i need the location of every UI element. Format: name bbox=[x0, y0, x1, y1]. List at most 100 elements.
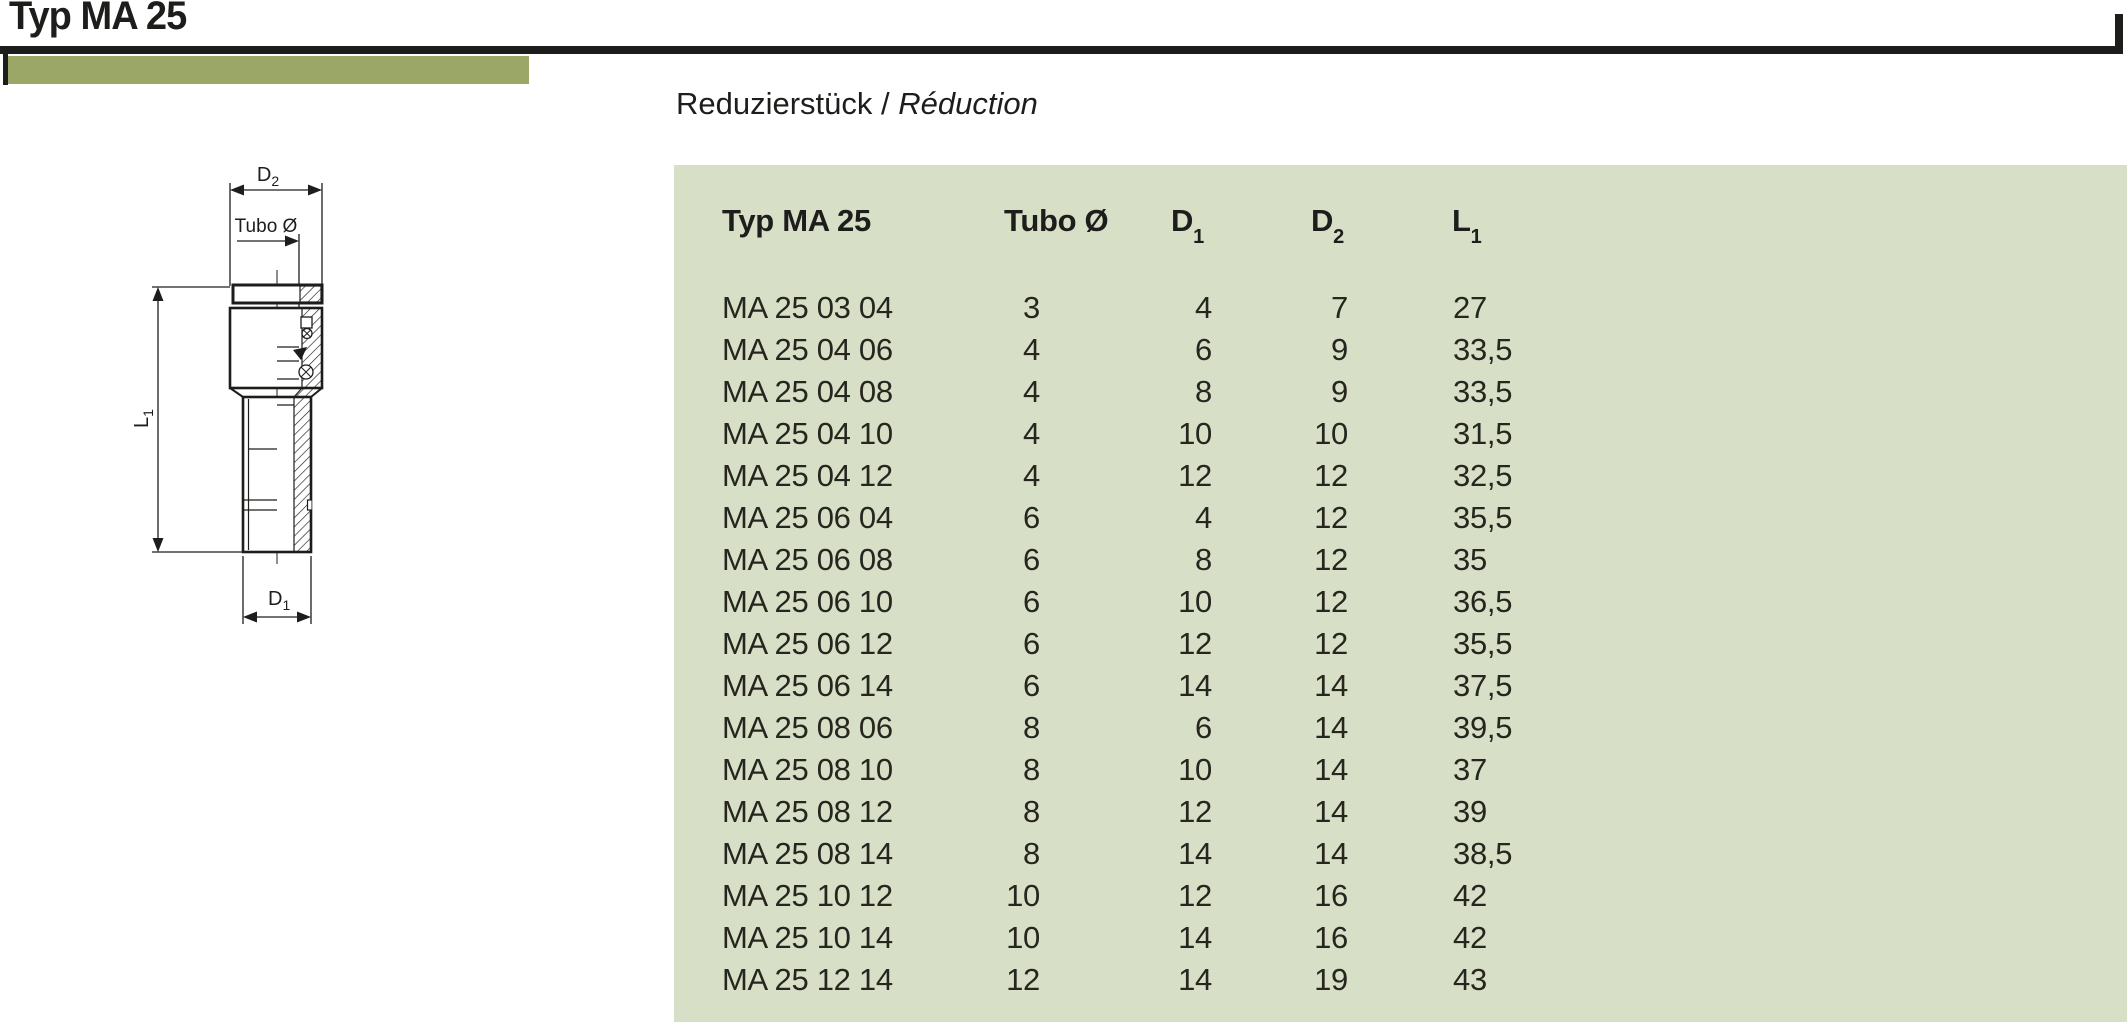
cell-type: MA 25 06 10 bbox=[722, 584, 893, 619]
cell-type: MA 25 06 12 bbox=[722, 626, 893, 661]
table-row: MA 25 04 10 4 10 10 31,5 bbox=[0, 413, 2127, 455]
cell-type: MA 25 10 14 bbox=[722, 920, 893, 955]
cell-l1: 37,5 bbox=[1453, 668, 1513, 703]
cell-tubo: 6 bbox=[1023, 584, 1040, 619]
fitting-body bbox=[228, 283, 324, 554]
technical-drawing: D2 Tubo Ø L1 D1 bbox=[131, 164, 324, 624]
cell-tubo: 3 bbox=[1023, 290, 1040, 325]
cell-d2: 9 bbox=[1331, 374, 1348, 409]
table-row: MA 25 10 12 10 12 16 42 bbox=[0, 875, 2127, 917]
table-row: MA 25 08 12 8 12 14 39 bbox=[0, 791, 2127, 833]
cell-tubo: 8 bbox=[1023, 710, 1040, 745]
cell-l1: 39,5 bbox=[1453, 710, 1513, 745]
dim-label-tubo: Tubo Ø bbox=[235, 216, 298, 237]
cell-d2: 12 bbox=[1314, 584, 1348, 619]
cell-type: MA 25 04 08 bbox=[722, 374, 893, 409]
table-row: MA 25 04 12 4 12 12 32,5 bbox=[0, 455, 2127, 497]
cell-d2: 16 bbox=[1314, 878, 1348, 913]
table-row: MA 25 06 14 6 14 14 37,5 bbox=[0, 665, 2127, 707]
cell-d2: 16 bbox=[1314, 920, 1348, 955]
cell-d2: 14 bbox=[1314, 752, 1348, 787]
top-rule-left-tick bbox=[3, 48, 8, 85]
top-rule bbox=[0, 46, 2123, 54]
cell-tubo: 8 bbox=[1023, 752, 1040, 787]
cell-d1: 10 bbox=[1178, 752, 1212, 787]
column-header-tubo: Tubo Ø bbox=[1004, 203, 1109, 238]
cell-d1: 8 bbox=[1195, 542, 1212, 577]
table-row: MA 25 08 14 8 14 14 38,5 bbox=[0, 833, 2127, 875]
table-rows: MA 25 03 04 3 4 7 27 MA 25 04 06 4 6 9 3… bbox=[0, 287, 2127, 1001]
cell-tubo: 8 bbox=[1023, 836, 1040, 871]
product-table-panel bbox=[674, 165, 2127, 1022]
cell-tubo: 10 bbox=[1006, 878, 1040, 913]
table-row: MA 25 06 12 6 12 12 35,5 bbox=[0, 623, 2127, 665]
cell-l1: 42 bbox=[1453, 920, 1487, 955]
cell-d1: 12 bbox=[1178, 626, 1212, 661]
cell-type: MA 25 08 12 bbox=[722, 794, 893, 829]
cell-l1: 35,5 bbox=[1453, 626, 1513, 661]
cell-l1: 36,5 bbox=[1453, 584, 1513, 619]
table-row: MA 25 06 08 6 8 12 35 bbox=[0, 539, 2127, 581]
cell-tubo: 4 bbox=[1023, 332, 1040, 367]
column-header-d2: D2 bbox=[1311, 203, 1344, 249]
cell-type: MA 25 08 10 bbox=[722, 752, 893, 787]
section-title-french: Réduction bbox=[898, 86, 1038, 121]
cell-d1: 10 bbox=[1178, 416, 1212, 451]
cell-d1: 12 bbox=[1178, 794, 1212, 829]
cell-l1: 31,5 bbox=[1453, 416, 1513, 451]
cell-d2: 14 bbox=[1314, 836, 1348, 871]
cell-tubo: 6 bbox=[1023, 500, 1040, 535]
cell-d1: 6 bbox=[1195, 332, 1212, 367]
cell-tubo: 4 bbox=[1023, 458, 1040, 493]
cell-l1: 35 bbox=[1453, 542, 1487, 577]
cell-type: MA 25 06 14 bbox=[722, 668, 893, 703]
cell-d2: 10 bbox=[1314, 416, 1348, 451]
dim-label-d2: D2 bbox=[257, 164, 279, 189]
cell-tubo: 6 bbox=[1023, 542, 1040, 577]
cell-type: MA 25 04 12 bbox=[722, 458, 893, 493]
page-title: Typ MA 25 bbox=[9, 0, 187, 38]
cell-l1: 39 bbox=[1453, 794, 1487, 829]
section-title: Reduzierstück / Réduction bbox=[676, 86, 1038, 122]
cell-d1: 14 bbox=[1178, 920, 1212, 955]
cell-d1: 4 bbox=[1195, 500, 1212, 535]
accent-bar bbox=[8, 56, 529, 84]
cell-type: MA 25 04 10 bbox=[722, 416, 893, 451]
cell-d2: 14 bbox=[1314, 710, 1348, 745]
cell-l1: 37 bbox=[1453, 752, 1487, 787]
cell-d1: 10 bbox=[1178, 584, 1212, 619]
cell-d1: 12 bbox=[1178, 878, 1212, 913]
cell-d2: 7 bbox=[1331, 290, 1348, 325]
dim-label-d1: D1 bbox=[268, 588, 290, 613]
cell-tubo: 12 bbox=[1006, 962, 1040, 997]
cell-type: MA 25 08 14 bbox=[722, 836, 893, 871]
cell-d2: 19 bbox=[1314, 962, 1348, 997]
dimension-arrowheads bbox=[152, 184, 322, 623]
cell-l1: 42 bbox=[1453, 878, 1487, 913]
cell-tubo: 10 bbox=[1006, 920, 1040, 955]
cell-type: MA 25 12 14 bbox=[722, 962, 893, 997]
table-row: MA 25 04 06 4 6 9 33,5 bbox=[0, 329, 2127, 371]
table-row: MA 25 03 04 3 4 7 27 bbox=[0, 287, 2127, 329]
cell-type: MA 25 03 04 bbox=[722, 290, 893, 325]
cell-tubo: 8 bbox=[1023, 794, 1040, 829]
table-row: MA 25 06 10 6 10 12 36,5 bbox=[0, 581, 2127, 623]
cell-l1: 43 bbox=[1453, 962, 1487, 997]
cell-d1: 6 bbox=[1195, 710, 1212, 745]
cell-l1: 33,5 bbox=[1453, 332, 1513, 367]
cell-tubo: 4 bbox=[1023, 416, 1040, 451]
cell-d1: 8 bbox=[1195, 374, 1212, 409]
table-row: MA 25 04 08 4 8 9 33,5 bbox=[0, 371, 2127, 413]
cell-l1: 38,5 bbox=[1453, 836, 1513, 871]
cell-d1: 14 bbox=[1178, 962, 1212, 997]
column-header-type: Typ MA 25 bbox=[722, 203, 871, 238]
cell-d2: 9 bbox=[1331, 332, 1348, 367]
cell-type: MA 25 06 04 bbox=[722, 500, 893, 535]
cell-tubo: 6 bbox=[1023, 668, 1040, 703]
cell-l1: 32,5 bbox=[1453, 458, 1513, 493]
cell-d1: 14 bbox=[1178, 668, 1212, 703]
cell-d1: 12 bbox=[1178, 458, 1212, 493]
cell-tubo: 6 bbox=[1023, 626, 1040, 661]
dim-label-l1: L1 bbox=[131, 409, 156, 428]
